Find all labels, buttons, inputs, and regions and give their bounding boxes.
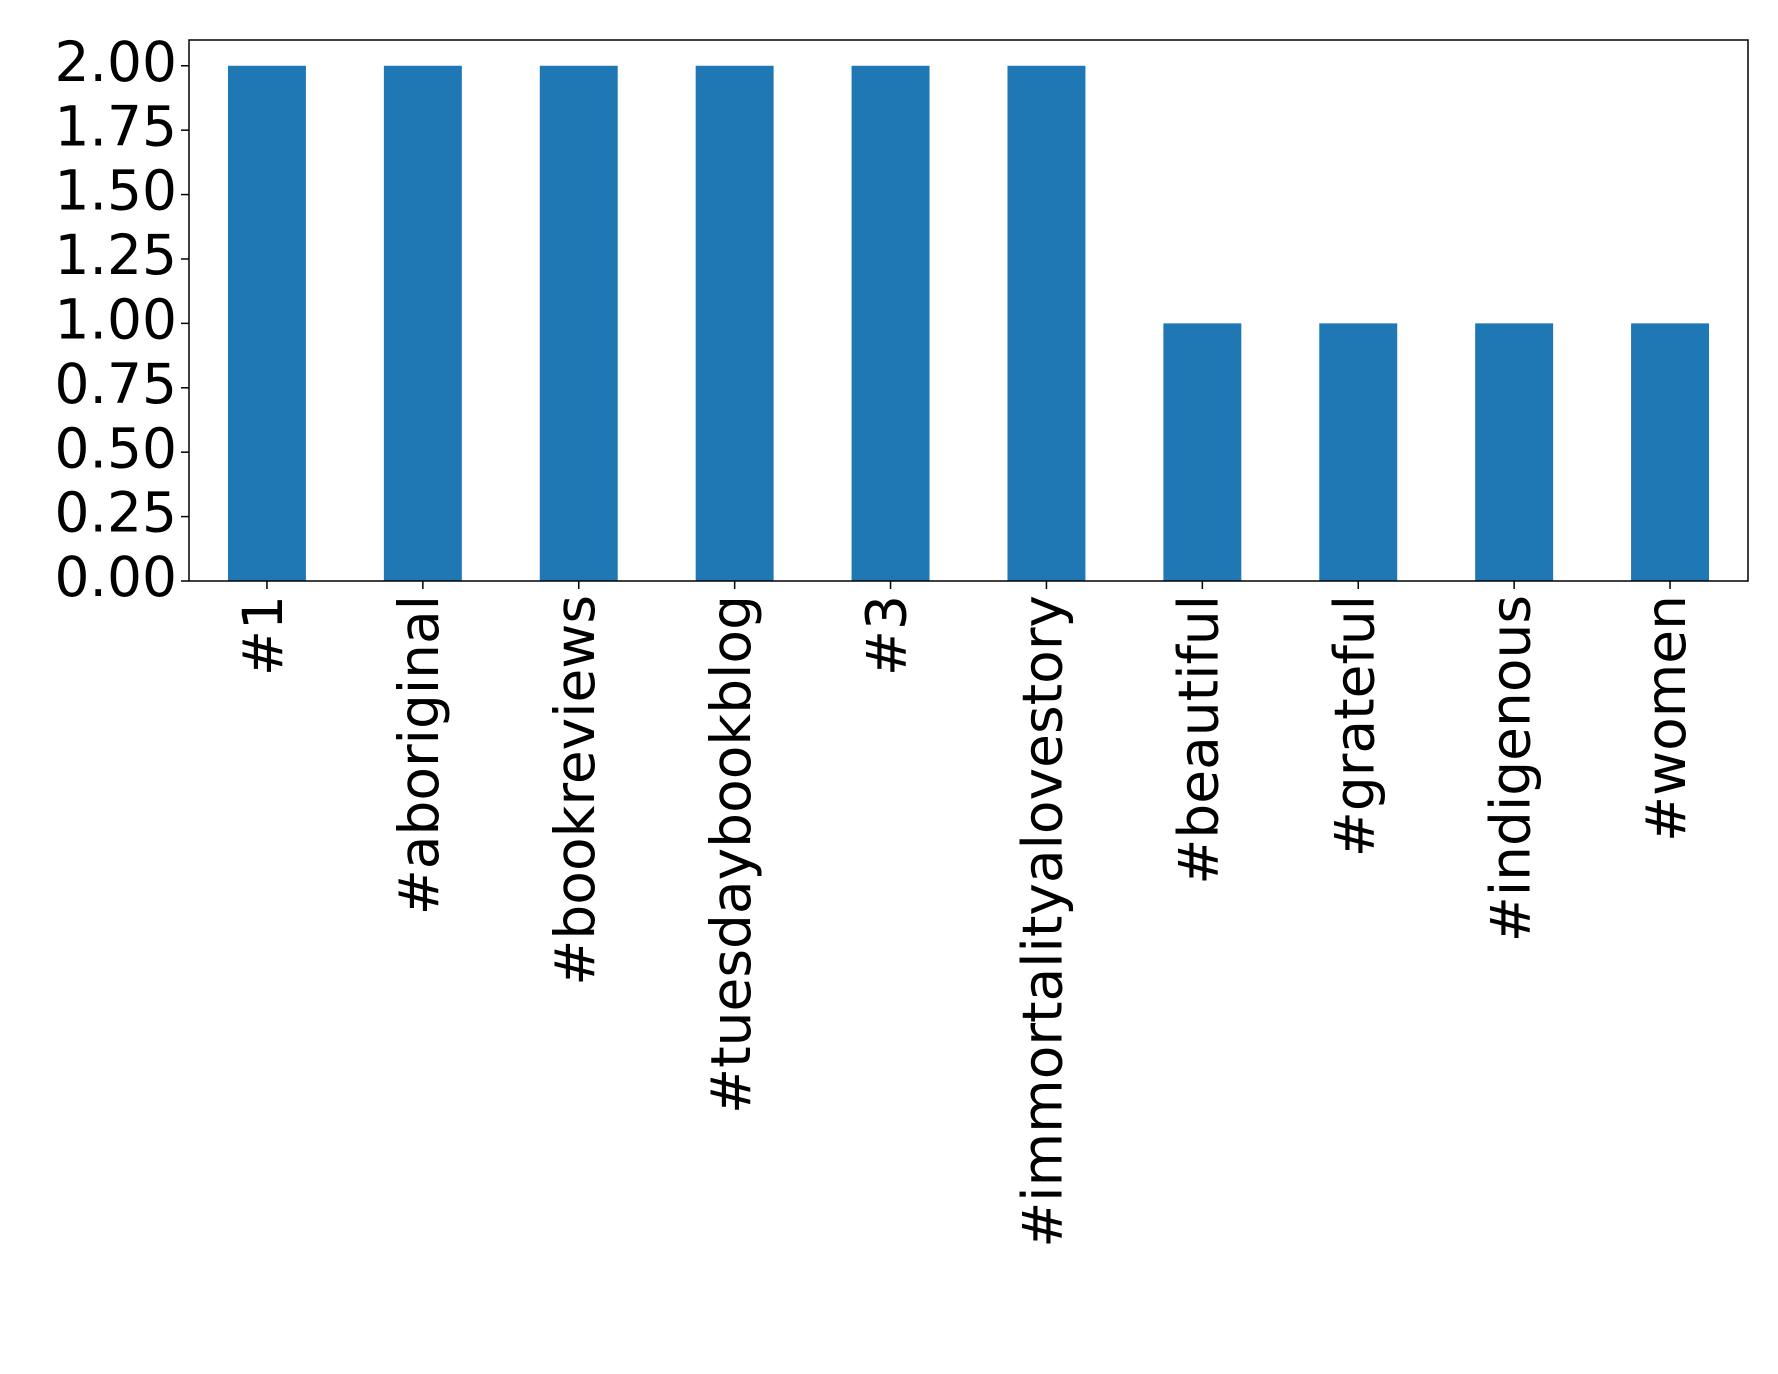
x-tick-label: #beautiful: [1166, 595, 1230, 885]
x-tick-label: #indigenous: [1478, 595, 1542, 942]
x-tick-label: #aboriginal: [387, 595, 451, 915]
bar: [1631, 323, 1710, 581]
y-tick-label: 0.50: [55, 416, 177, 480]
bar: [1163, 323, 1242, 581]
bar: [695, 65, 774, 581]
y-tick-label: 1.25: [55, 223, 177, 287]
y-tick-label: 0.25: [55, 481, 177, 545]
bar: [1319, 323, 1398, 581]
plot-frame: [188, 39, 1749, 582]
bar: [539, 65, 618, 581]
x-tick-label: #bookreviews: [543, 595, 607, 986]
bar: [383, 65, 462, 581]
y-tick-label: 1.75: [55, 94, 177, 158]
y-tick-label: 1.50: [55, 159, 177, 223]
y-tick-label: 1.00: [55, 288, 177, 352]
bar: [227, 65, 306, 581]
x-tick-label: #immortalityalovestory: [1011, 595, 1075, 1248]
y-tick-label: 0.75: [55, 352, 177, 416]
bar: [851, 65, 930, 581]
bar: [1007, 65, 1086, 581]
x-tick-label: #3: [855, 595, 919, 676]
x-tick-label: #1: [231, 595, 295, 676]
x-tick-label: #grateful: [1322, 595, 1386, 857]
bar: [1475, 323, 1554, 581]
x-tick-label: #tuesdaybookblog: [699, 595, 763, 1114]
y-tick-label: 2.00: [55, 30, 177, 94]
x-tick-label: #women: [1634, 595, 1698, 842]
y-tick-label: 0.00: [55, 545, 177, 609]
